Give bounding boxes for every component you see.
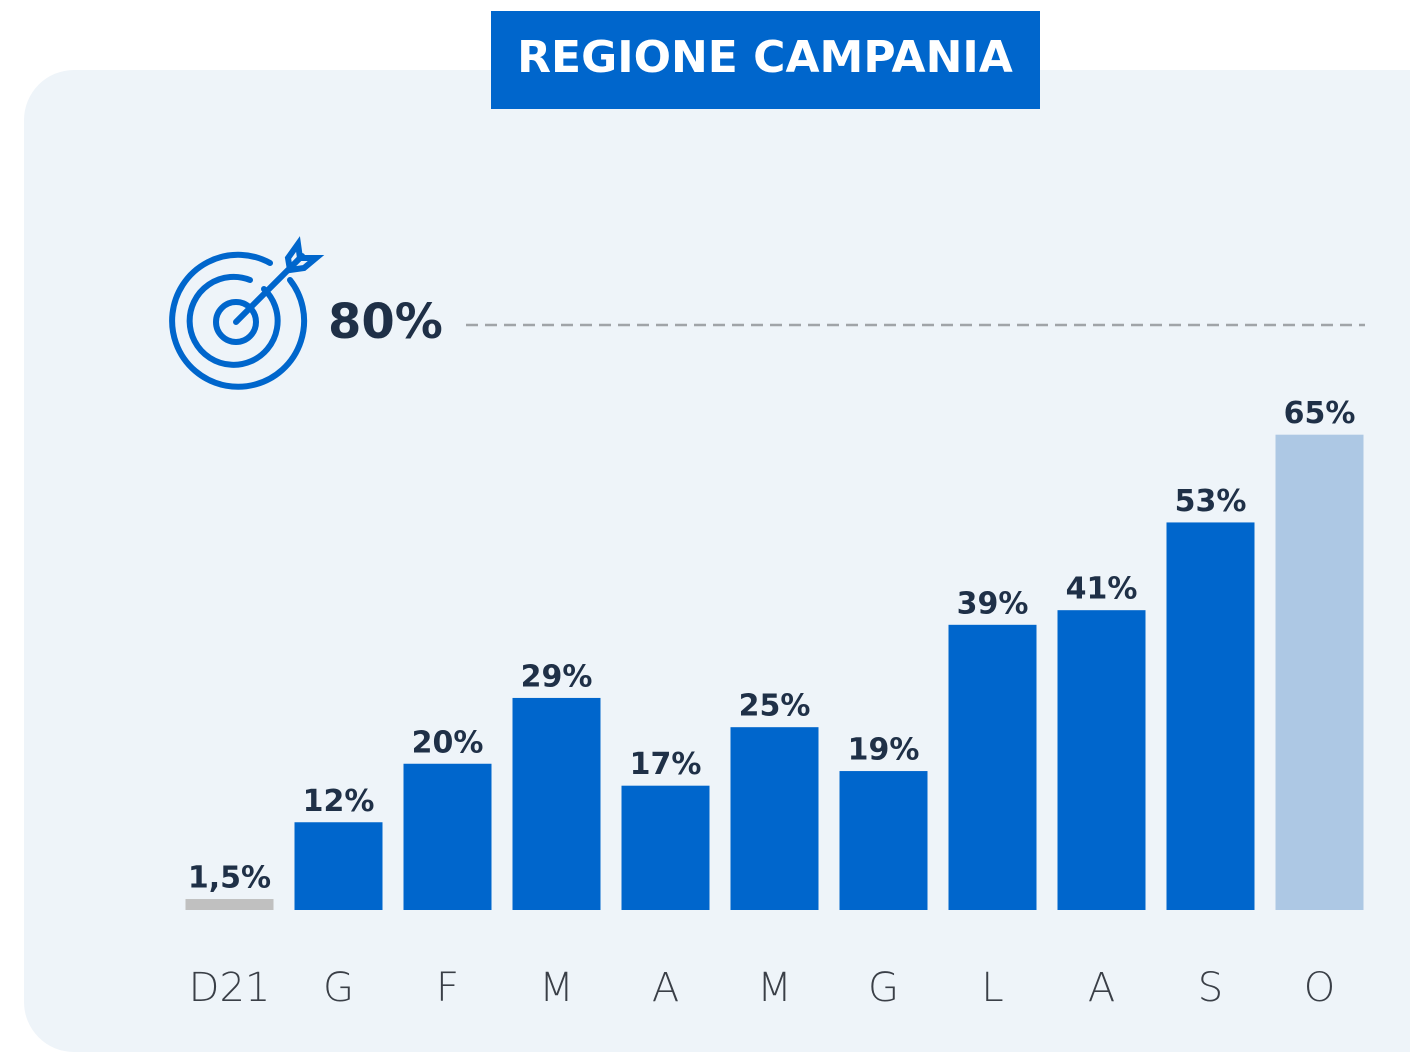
x-tick-label: G	[868, 965, 899, 1011]
x-tick-label: F	[436, 965, 459, 1011]
x-tick-label: O	[1304, 965, 1335, 1011]
value-label: 29%	[521, 659, 593, 694]
bar	[403, 763, 492, 910]
bar	[294, 822, 383, 910]
title-box	[491, 11, 1040, 109]
bar	[621, 785, 710, 910]
value-label: 41%	[1066, 572, 1138, 607]
x-tick-label: D21	[189, 965, 271, 1011]
value-label: 1,5%	[188, 861, 271, 896]
bar	[512, 697, 601, 910]
value-label: 39%	[957, 586, 1029, 621]
x-tick-label: M	[539, 965, 574, 1011]
bar	[1166, 522, 1255, 910]
value-label: 17%	[630, 747, 702, 782]
x-tick-label: A	[652, 965, 679, 1011]
target-icon	[169, 236, 325, 390]
value-label: 20%	[412, 725, 484, 760]
bar	[948, 624, 1037, 910]
bar	[1057, 610, 1146, 910]
value-label: 19%	[848, 733, 920, 768]
bar	[185, 899, 274, 910]
chart-title: REGIONE CAMPANIA	[517, 32, 1013, 83]
bar	[839, 771, 928, 910]
value-label: 25%	[739, 689, 811, 724]
bar	[730, 727, 819, 910]
x-tick-label: A	[1088, 965, 1115, 1011]
target-label: 80%	[328, 294, 443, 350]
x-tick-label: L	[981, 965, 1003, 1011]
x-tick-label: G	[323, 965, 354, 1011]
value-label: 12%	[303, 784, 375, 819]
x-tick-label: M	[757, 965, 792, 1011]
bar	[1275, 434, 1364, 910]
x-tick-label: S	[1198, 965, 1223, 1011]
value-label: 65%	[1284, 396, 1356, 431]
value-label: 53%	[1175, 484, 1247, 519]
